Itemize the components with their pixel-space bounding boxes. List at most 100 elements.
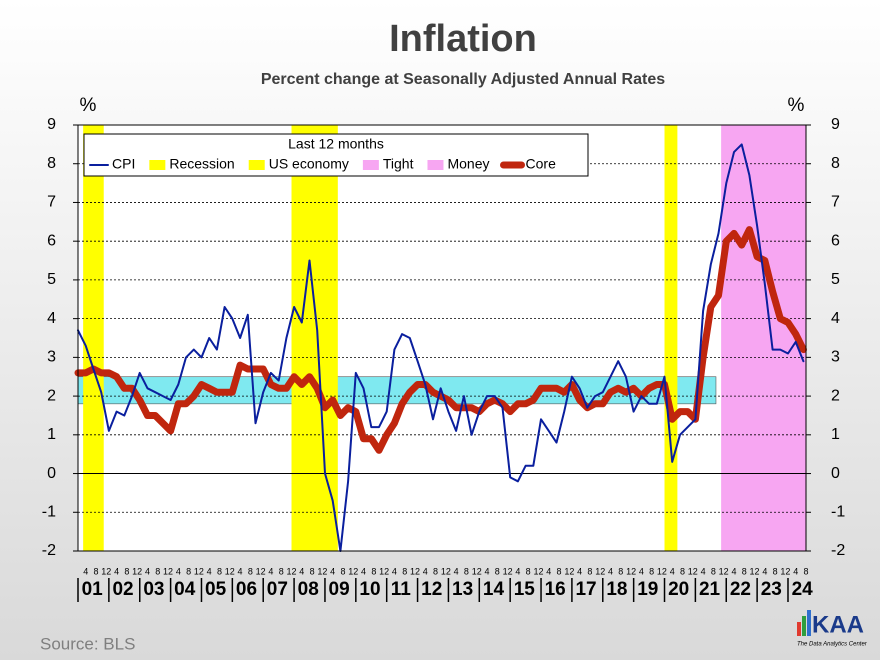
x-month-label: 12: [163, 566, 173, 576]
x-month-label: 4: [114, 566, 119, 576]
x-month-label: 12: [533, 566, 543, 576]
x-month-label: 8: [773, 566, 778, 576]
x-month-label: 4: [361, 566, 366, 576]
y-tick-label: 2: [831, 387, 840, 404]
x-month-label: 12: [688, 566, 698, 576]
y-tick-label: 3: [47, 349, 56, 366]
x-month-label: 4: [639, 566, 644, 576]
x-month-label: 12: [472, 566, 482, 576]
x-month-label: 8: [464, 566, 469, 576]
x-month-label: 4: [145, 566, 150, 576]
y-tick-label: 4: [47, 310, 56, 327]
y-tick-label: -1: [42, 503, 56, 520]
logo-bar: [797, 622, 801, 636]
legend-swatch: [149, 160, 166, 170]
x-month-label: 12: [101, 566, 111, 576]
legend-swatch: [248, 160, 265, 170]
x-month-label: 8: [310, 566, 315, 576]
x-year-label: 12: [421, 579, 442, 600]
x-month-label: 8: [186, 566, 191, 576]
y-unit-left: %: [80, 95, 97, 116]
x-month-label: 8: [526, 566, 531, 576]
x-year-label: 02: [112, 579, 133, 600]
y-tick-label: 6: [47, 232, 56, 249]
x-month-label: 12: [564, 566, 574, 576]
y-tick-label: -2: [831, 542, 845, 559]
x-year-label: 24: [792, 579, 814, 600]
source: Source: BLS: [40, 634, 135, 653]
y-tick-label: 8: [831, 155, 840, 172]
shaded-period: [664, 125, 678, 551]
y-tick-label: 1: [831, 426, 840, 443]
x-year-label: 06: [236, 579, 257, 600]
x-month-label: 12: [719, 566, 729, 576]
x-month-label: 12: [317, 566, 327, 576]
x-month-label: 4: [268, 566, 273, 576]
x-year-label: 21: [699, 579, 721, 600]
x-month-label: 8: [402, 566, 407, 576]
x-month-label: 12: [750, 566, 760, 576]
x-year-label: 22: [730, 579, 751, 600]
x-year-label: 10: [359, 579, 380, 600]
y-unit-right: %: [788, 95, 805, 116]
chart-title: Inflation: [389, 18, 537, 60]
y-tick-label: 9: [47, 116, 56, 133]
x-month-label: 8: [618, 566, 623, 576]
x-month-label: 4: [330, 566, 335, 576]
x-month-label: 4: [299, 566, 304, 576]
x-year-label: 05: [205, 579, 227, 600]
x-year-label: 07: [267, 579, 288, 600]
x-month-label: 4: [485, 566, 490, 576]
chart-subtitle: Percent change at Seasonally Adjusted An…: [261, 71, 665, 88]
x-month-label: 12: [657, 566, 667, 576]
x-month-label: 4: [515, 566, 520, 576]
x-month-label: 4: [701, 566, 706, 576]
y-tick-label: 2: [47, 387, 56, 404]
x-month-label: 12: [132, 566, 142, 576]
x-month-label: 8: [433, 566, 438, 576]
x-month-label: 12: [348, 566, 358, 576]
y-tick-label: -1: [831, 503, 845, 520]
x-month-label: 8: [124, 566, 129, 576]
x-month-label: 8: [93, 566, 98, 576]
legend-swatch: [362, 160, 379, 170]
shaded-period: [721, 125, 806, 551]
x-month-label: 12: [379, 566, 389, 576]
x-month-label: 12: [595, 566, 605, 576]
x-year-label: 17: [575, 579, 596, 600]
logo-text: KAA: [812, 611, 864, 638]
logo: KAA The Data Analytics Center: [797, 610, 868, 648]
x-month-label: 12: [441, 566, 451, 576]
x-month-label: 8: [495, 566, 500, 576]
series-line: [74, 226, 807, 454]
logo-bar: [802, 616, 806, 636]
x-month-label: 8: [803, 566, 808, 576]
legend-label: Core: [526, 156, 557, 172]
x-month-label: 8: [340, 566, 345, 576]
legend-label: CPI: [112, 156, 135, 172]
x-month-label: 4: [83, 566, 88, 576]
x-month-label: 4: [176, 566, 181, 576]
y-tick-label: 0: [831, 465, 840, 482]
y-tick-label: 5: [831, 271, 840, 288]
plot-background: [78, 125, 806, 551]
plot-area: [77, 125, 806, 551]
x-year-label: 14: [483, 579, 505, 600]
y-tick-label: 7: [47, 194, 56, 211]
y-tick-label: 9: [831, 116, 840, 133]
x-year-label: 15: [514, 579, 536, 600]
shaded-period: [291, 125, 338, 551]
y-tick-label: 3: [831, 349, 840, 366]
x-month-label: 4: [731, 566, 736, 576]
x-month-label: 12: [225, 566, 235, 576]
x-year-label: 23: [761, 579, 782, 600]
x-month-label: 4: [392, 566, 397, 576]
x-month-label: 8: [371, 566, 376, 576]
y-tick-label: -2: [42, 542, 56, 559]
x-month-label: 8: [217, 566, 222, 576]
x-year-label: 16: [545, 579, 566, 600]
legend-label: Money: [447, 156, 489, 172]
x-month-label: 4: [207, 566, 212, 576]
x-month-label: 12: [194, 566, 204, 576]
